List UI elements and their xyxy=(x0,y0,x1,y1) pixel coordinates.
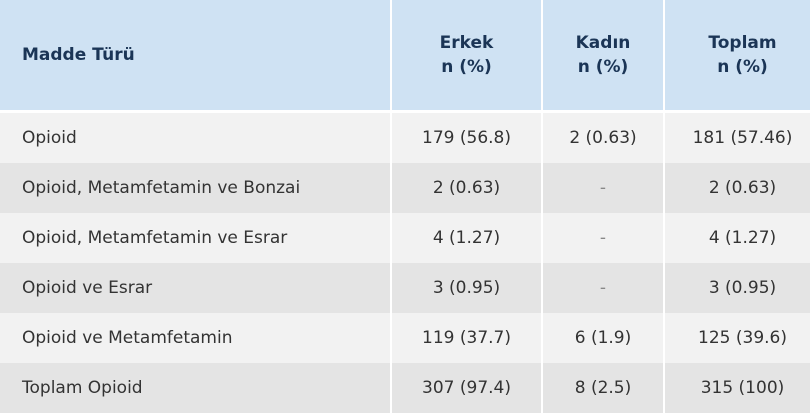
row-label: Opioid, Metamfetamin ve Bonzai xyxy=(0,163,390,213)
table-row: Opioid ve Metamfetamin 119 (37.7) 6 (1.9) 1… xyxy=(0,313,810,363)
header-cell: Madde Türü xyxy=(0,0,390,113)
cell: 307 (97.4) xyxy=(392,363,541,413)
cell: - xyxy=(543,263,663,313)
row-label: Opioid ve Metamfetamin xyxy=(0,313,390,363)
header-text: n (%) xyxy=(577,57,629,77)
header-row: Madde Türü Erkek n (%) Kadın n (%) Toplam n (%… xyxy=(0,0,810,113)
table-row: Opioid, Metamfetamin ve Bonzai 2 (0.63) -2… xyxy=(0,163,810,213)
header-text: Toplam xyxy=(708,33,777,53)
cell: 4 (1.27) xyxy=(665,213,810,263)
cell: 8 (2.5) xyxy=(543,363,663,413)
cell: 2 (0.63) xyxy=(543,113,663,163)
row-label: Opioid xyxy=(0,113,390,163)
header-text: Kadın xyxy=(575,33,631,53)
table-body: Opioid 179 (56.8) 2 (0.63) 181 (57.46) Opioi… xyxy=(0,113,810,413)
table-row: Toplam Opioid 307 (97.4) 8 (2.5) 315 (100) xyxy=(0,363,810,413)
header-cell: Erkek n (%) xyxy=(392,0,541,113)
table-row: Opioid ve Esrar 3 (0.95) -3 (0.95) xyxy=(0,263,810,313)
cell: 3 (0.95) xyxy=(392,263,541,313)
row-label: Opioid ve Esrar xyxy=(0,263,390,313)
cell: 181 (57.46) xyxy=(665,113,810,163)
cell: 2 (0.63) xyxy=(665,163,810,213)
table-row: Opioid, Metamfetamin ve Esrar 4 (1.27) -4 … xyxy=(0,213,810,263)
cell: 6 (1.9) xyxy=(543,313,663,363)
header-cell: Toplam n (%) xyxy=(665,0,810,113)
cell: 179 (56.8) xyxy=(392,113,541,163)
header-text: Erkek xyxy=(439,33,494,53)
cell: 119 (37.7) xyxy=(392,313,541,363)
cell: - xyxy=(543,213,663,263)
table-row: Opioid 179 (56.8) 2 (0.63) 181 (57.46) xyxy=(0,113,810,163)
cell: 125 (39.6) xyxy=(665,313,810,363)
cell: 315 (100) xyxy=(665,363,810,413)
cell: 4 (1.27) xyxy=(392,213,541,263)
header-text: n (%) xyxy=(717,57,768,77)
cell: 2 (0.63) xyxy=(392,163,541,213)
row-label: Opioid, Metamfetamin ve Esrar xyxy=(0,213,390,263)
header-text: Madde Türü xyxy=(22,45,135,65)
row-label: Toplam Opioid xyxy=(0,363,390,413)
header-cell: Kadın n (%) xyxy=(543,0,663,113)
header-text: n (%) xyxy=(441,57,492,77)
cell: 3 (0.95) xyxy=(665,263,810,313)
cell: - xyxy=(543,163,663,213)
